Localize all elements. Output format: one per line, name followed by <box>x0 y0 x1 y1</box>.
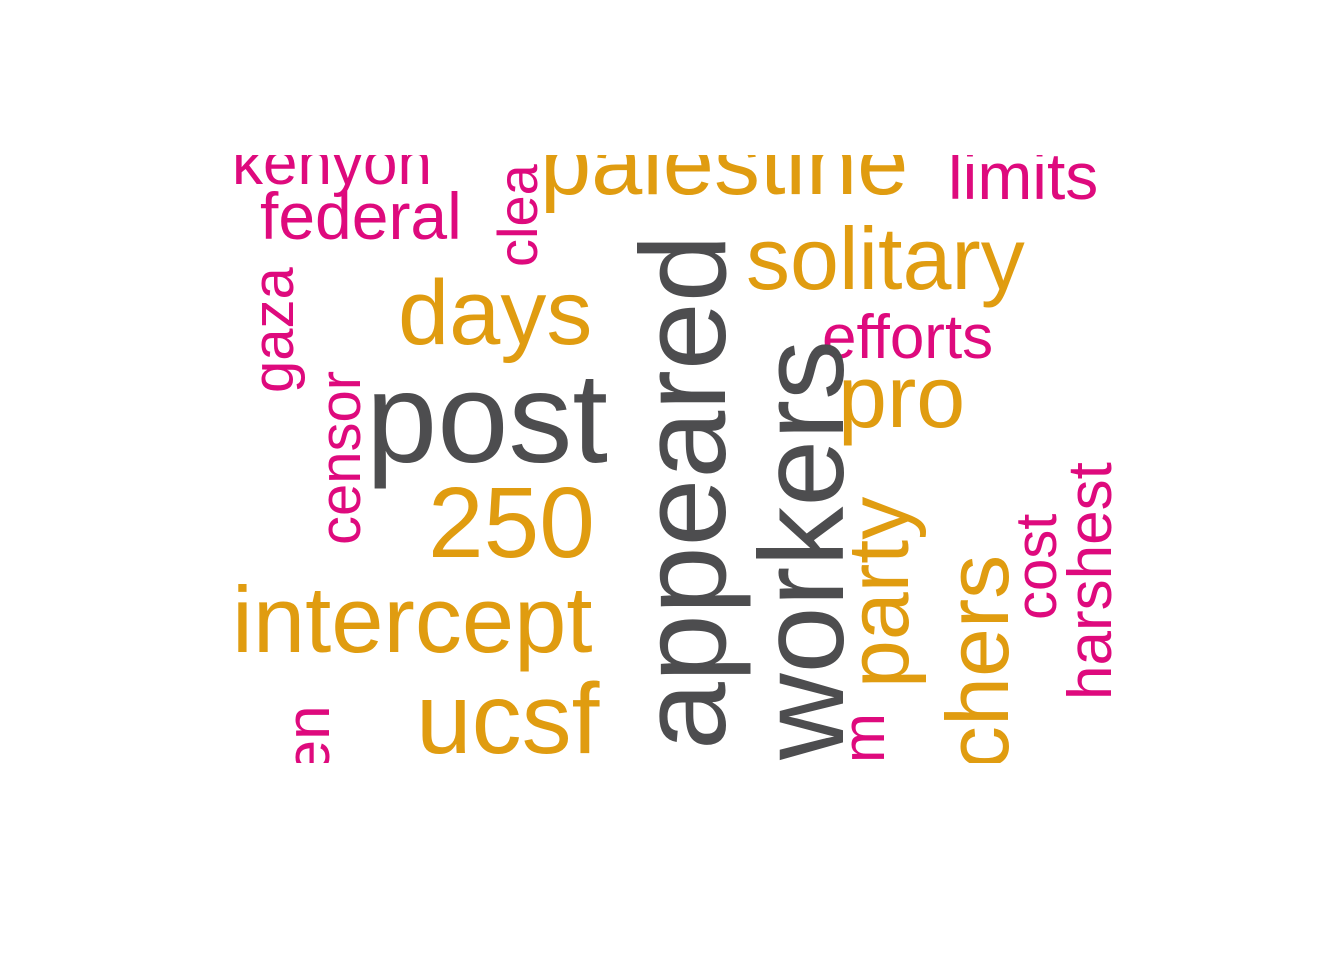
word-clear: clea <box>486 164 549 267</box>
word-palestine: palestine <box>540 155 909 214</box>
word-post: post <box>366 347 608 490</box>
word-limits: limits <box>948 155 1099 213</box>
word-children: ren <box>274 705 343 763</box>
word-intercept: intercept <box>232 567 593 672</box>
word-efforts: efforts <box>822 303 994 372</box>
word-days: days <box>398 262 593 364</box>
word-pro: pro <box>838 347 966 446</box>
word-solitary: solitary <box>746 209 1025 308</box>
word-party: party <box>831 496 927 688</box>
word-m: m <box>830 713 897 763</box>
word-chers: chers <box>928 554 1027 763</box>
word-kenyon: kenyon <box>232 155 432 198</box>
word-harshest: harshest <box>1056 462 1125 700</box>
word-appeared: appeared <box>615 234 751 750</box>
word-cloud-clip-area: kenyon palestine limits federal solitary… <box>0 155 1344 763</box>
word-gaza: gaza <box>241 267 306 393</box>
word-censor: censor <box>308 370 373 545</box>
word-federal: federal <box>260 179 462 253</box>
word-250: 250 <box>428 467 595 579</box>
word-ucsf: ucsf <box>416 663 600 763</box>
